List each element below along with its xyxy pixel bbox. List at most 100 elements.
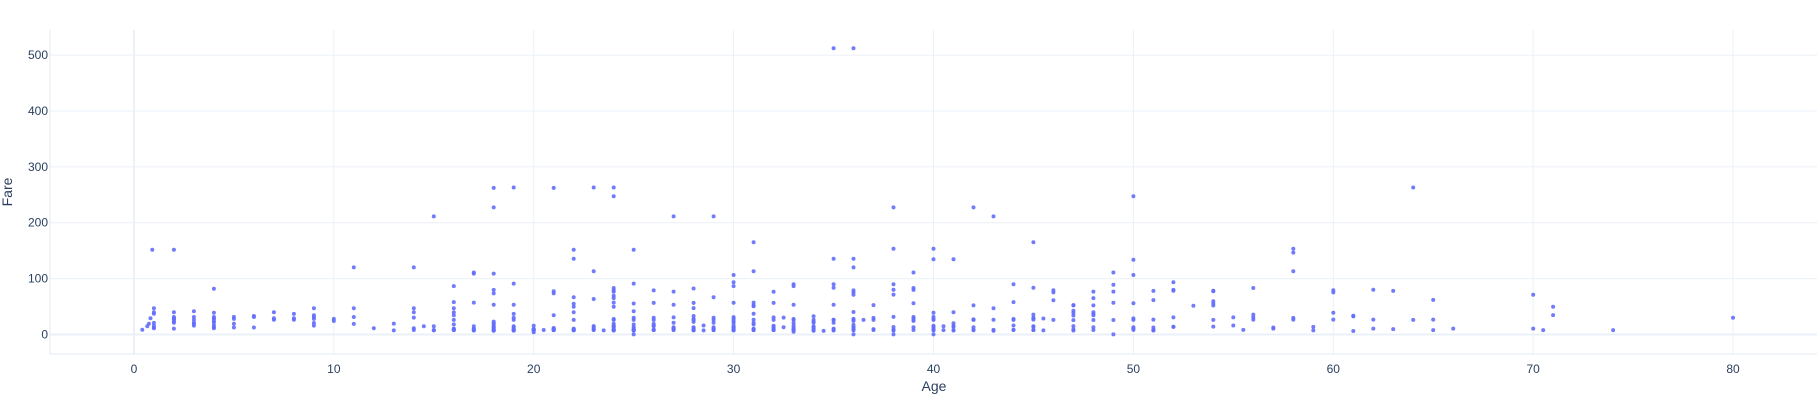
data-point	[171, 316, 176, 321]
data-point	[1071, 308, 1076, 313]
data-point	[491, 302, 496, 307]
data-point	[1051, 317, 1056, 322]
data-point	[571, 256, 576, 261]
data-point	[1091, 310, 1096, 315]
data-point	[1091, 318, 1096, 322]
data-point	[991, 317, 996, 322]
data-point	[781, 325, 786, 330]
data-point	[140, 327, 145, 332]
data-point	[831, 302, 836, 307]
data-point	[491, 185, 496, 190]
data-point	[191, 315, 196, 319]
data-point	[1111, 270, 1116, 275]
data-point	[1031, 240, 1036, 245]
data-point	[751, 311, 756, 316]
data-point	[1091, 303, 1096, 308]
data-point	[1131, 301, 1136, 306]
data-point	[151, 311, 156, 316]
data-point	[651, 321, 656, 326]
x-tick-label: 40	[927, 362, 941, 376]
data-point	[1051, 298, 1056, 303]
data-point	[541, 328, 546, 332]
x-tick-label: 50	[1127, 362, 1141, 376]
x-tick-label: 10	[327, 362, 341, 376]
data-point	[1371, 287, 1376, 292]
data-point	[171, 247, 176, 252]
data-point	[1291, 250, 1296, 255]
data-point	[311, 313, 316, 318]
data-point	[911, 270, 916, 275]
data-point	[1151, 288, 1156, 293]
data-point	[691, 317, 696, 321]
data-point	[1171, 315, 1176, 320]
data-point	[1071, 327, 1076, 332]
data-point	[951, 321, 956, 326]
data-point	[931, 323, 936, 328]
data-point	[1211, 299, 1216, 304]
data-point	[251, 325, 256, 330]
data-point	[931, 310, 936, 315]
data-point	[651, 327, 656, 332]
data-point	[291, 311, 296, 316]
data-point	[831, 282, 836, 287]
data-point	[631, 315, 636, 320]
y-tick-label: 200	[28, 216, 48, 230]
data-point	[471, 324, 476, 329]
data-point	[611, 194, 616, 199]
data-point	[411, 310, 416, 315]
data-point	[731, 273, 736, 277]
data-point	[511, 315, 516, 320]
data-point	[231, 314, 236, 319]
data-point	[411, 306, 416, 311]
data-point	[811, 324, 816, 329]
data-point	[451, 310, 456, 315]
data-point	[811, 314, 816, 319]
data-point	[891, 292, 896, 297]
data-point	[1331, 317, 1336, 322]
data-point	[211, 315, 216, 319]
data-point	[671, 302, 676, 307]
data-point	[391, 328, 396, 333]
data-point	[1031, 315, 1036, 320]
data-point	[851, 322, 856, 327]
data-point	[1151, 298, 1156, 303]
data-point	[1131, 257, 1136, 262]
data-point	[1411, 317, 1416, 322]
data-point	[751, 240, 756, 245]
data-point	[1251, 286, 1256, 290]
data-point	[851, 288, 856, 293]
data-point	[1541, 328, 1546, 333]
data-point	[211, 310, 216, 315]
data-point	[791, 282, 796, 287]
data-point	[851, 310, 856, 314]
data-point	[1231, 323, 1236, 328]
data-point	[691, 325, 696, 330]
data-point	[451, 326, 456, 331]
data-point	[391, 321, 396, 326]
data-point	[471, 300, 476, 305]
data-point	[631, 247, 636, 252]
data-point	[591, 297, 596, 301]
data-point	[1171, 280, 1176, 285]
data-point	[751, 317, 756, 322]
data-point	[601, 328, 606, 333]
data-point	[451, 306, 456, 311]
data-point	[951, 257, 956, 262]
x-tick-labels: 0 10 20 30 40 50 60 70 80	[131, 362, 1740, 376]
data-point	[751, 303, 756, 308]
data-point	[991, 327, 996, 332]
data-point	[511, 185, 516, 190]
data-point	[146, 321, 151, 326]
data-point	[771, 289, 776, 294]
data-point	[571, 304, 576, 309]
data-point	[941, 328, 946, 333]
data-point	[751, 326, 756, 331]
data-point	[1131, 316, 1136, 321]
data-point	[551, 313, 556, 318]
data-point	[491, 319, 496, 324]
data-points	[140, 46, 1735, 337]
data-point	[931, 257, 936, 262]
data-point	[1031, 327, 1036, 332]
